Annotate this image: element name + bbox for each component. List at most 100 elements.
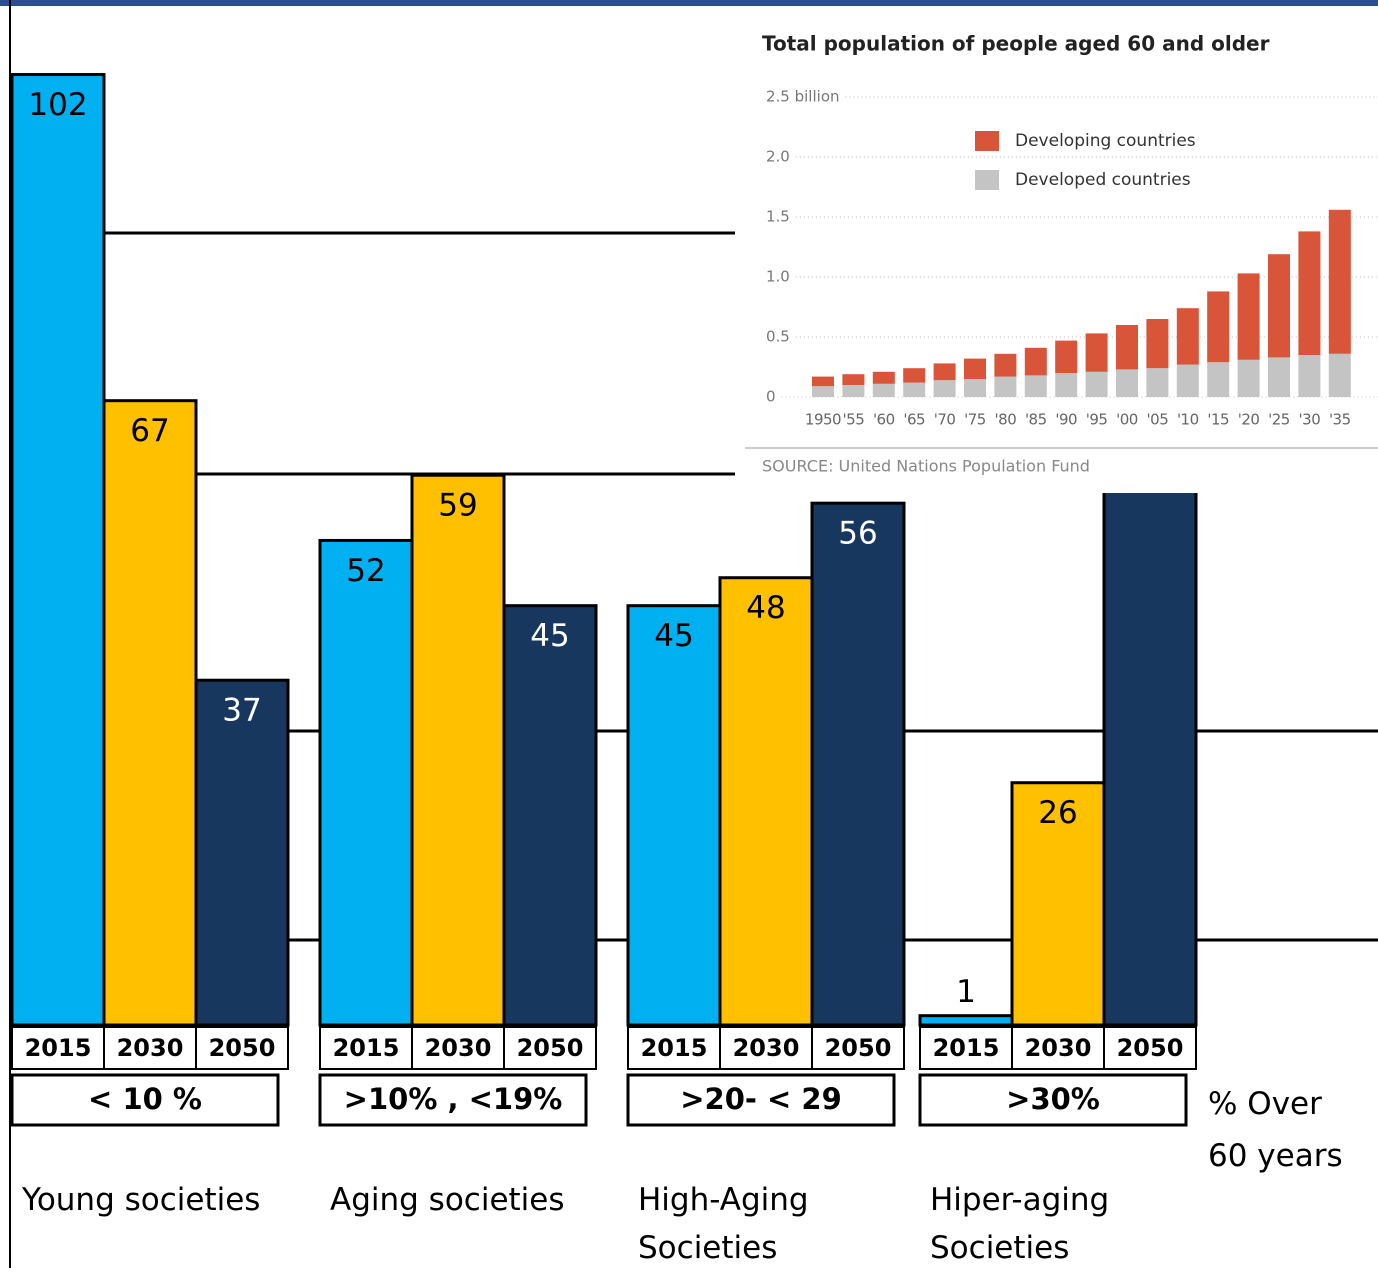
stacked-bar <box>1268 254 1290 358</box>
value-label: 48 <box>746 590 785 626</box>
stacked-bar <box>842 385 865 397</box>
stacked-bar <box>994 353 1017 377</box>
stacked-bar <box>1116 369 1138 397</box>
value-label: 26 <box>1038 795 1077 831</box>
year-label: 2030 <box>425 1034 492 1062</box>
value-label: 56 <box>838 516 877 552</box>
year-label: 2015 <box>933 1034 1000 1062</box>
range-label: < 10 % <box>88 1082 202 1116</box>
stacked-bar <box>964 379 986 397</box>
main-chart: 102 2015 67 2030 37 2050 < 10 % 52 2015 59 2030 45 2… <box>10 73 1378 1127</box>
x-tick-label: '20 <box>1238 411 1260 429</box>
year-box <box>719 1026 813 1070</box>
year-box <box>503 1026 597 1070</box>
year-label: 2050 <box>1117 1034 1184 1062</box>
year-label: 2015 <box>641 1034 708 1062</box>
y-tick-label: 1.0 <box>766 268 790 286</box>
x-axis-label: % Over 60 years <box>1208 1086 1343 1174</box>
bar <box>810 501 906 1027</box>
stacked-bar <box>903 368 926 383</box>
year-label: 2050 <box>517 1034 584 1062</box>
year-label: 2015 <box>25 1034 92 1062</box>
x-tick-label: '60 <box>873 411 895 429</box>
stacked-bar <box>1055 373 1078 397</box>
stacked-bar <box>1207 291 1230 363</box>
stacked-bar <box>1237 359 1260 397</box>
year-label: 2015 <box>333 1034 400 1062</box>
bar <box>10 73 106 1027</box>
bar <box>626 604 722 1027</box>
x-tick-label: '55 <box>843 411 865 429</box>
value-label: 67 <box>130 413 169 449</box>
year-label: 2030 <box>733 1034 800 1062</box>
x-tick-label: '80 <box>995 411 1017 429</box>
bar <box>502 604 598 1027</box>
y-tick-label: 2.5 billion <box>766 88 840 106</box>
stacked-bar <box>842 374 865 385</box>
stacked-bar <box>903 382 926 397</box>
bar <box>194 678 290 1027</box>
value-label: 37 <box>222 693 261 729</box>
inset-chart: Total population of people aged 60 and o… <box>735 18 1378 493</box>
value-label: 1 <box>956 974 976 1010</box>
x-tick-label: '00 <box>1116 411 1138 429</box>
stacked-bar <box>1298 231 1321 355</box>
range-box <box>10 1073 280 1127</box>
legend-label: Developing countries <box>1015 131 1196 151</box>
value-label: 102 <box>28 87 87 123</box>
stacked-bar <box>1055 340 1078 373</box>
y-tick-label: 0 <box>766 388 776 406</box>
x-tick-label: '05 <box>1147 411 1169 429</box>
stacked-bar <box>1328 353 1351 397</box>
x-tick-label: '25 <box>1268 411 1290 429</box>
stacked-bar <box>1116 325 1138 370</box>
stacked-bar <box>812 376 834 387</box>
group-label: High-Aging Societies <box>638 1182 809 1266</box>
y-tick-label: 2.0 <box>766 148 790 166</box>
stacked-bar <box>933 363 956 381</box>
year-box <box>919 1026 1013 1070</box>
stacked-bar <box>933 380 956 397</box>
stacked-bar <box>1176 364 1199 397</box>
stacked-bar <box>994 376 1017 397</box>
year-box <box>11 1026 105 1070</box>
bar <box>1010 781 1106 1027</box>
year-box <box>411 1026 505 1070</box>
stacked-bar <box>1085 371 1108 397</box>
y-tick-label: 0.5 <box>766 328 790 346</box>
group-label: Young societies <box>22 1182 261 1218</box>
value-label: 59 <box>438 488 477 524</box>
x-tick-label: '90 <box>1055 411 1077 429</box>
inset-title: Total population of people aged 60 and o… <box>762 32 1270 56</box>
year-box <box>319 1026 413 1070</box>
x-tick-label: '75 <box>964 411 986 429</box>
legend-swatch <box>975 170 999 190</box>
bar <box>102 399 198 1027</box>
top-strip <box>0 0 1378 6</box>
stacked-bar <box>872 371 895 384</box>
bar <box>410 473 506 1027</box>
x-tick-label: '95 <box>1086 411 1108 429</box>
range-label: >10% , <19% <box>344 1082 563 1116</box>
value-label: 45 <box>530 618 569 654</box>
year-label: 2030 <box>1025 1034 1092 1062</box>
stacked-bar <box>1085 333 1108 372</box>
x-tick-label: '65 <box>903 411 925 429</box>
stacked-bar <box>1024 347 1047 376</box>
legend-label: Developed countries <box>1015 170 1191 190</box>
value-label: 52 <box>346 553 385 589</box>
stacked-bar <box>964 358 986 379</box>
stacked-bar <box>1268 357 1290 397</box>
stacked-bar <box>1146 368 1169 397</box>
stacked-bar <box>812 386 834 397</box>
group-label: Aging societies <box>330 1182 565 1218</box>
bar <box>318 538 414 1027</box>
stacked-bar <box>1146 319 1169 369</box>
year-label: 2030 <box>117 1034 184 1062</box>
source: SOURCE: United Nations Population Fund <box>762 457 1090 476</box>
value-label: 45 <box>654 618 693 654</box>
group-label: Hiper-aging Societies <box>930 1182 1110 1266</box>
stacked-bar <box>1024 375 1047 397</box>
year-box <box>811 1026 905 1070</box>
range-label: >20- < 29 <box>680 1082 842 1116</box>
